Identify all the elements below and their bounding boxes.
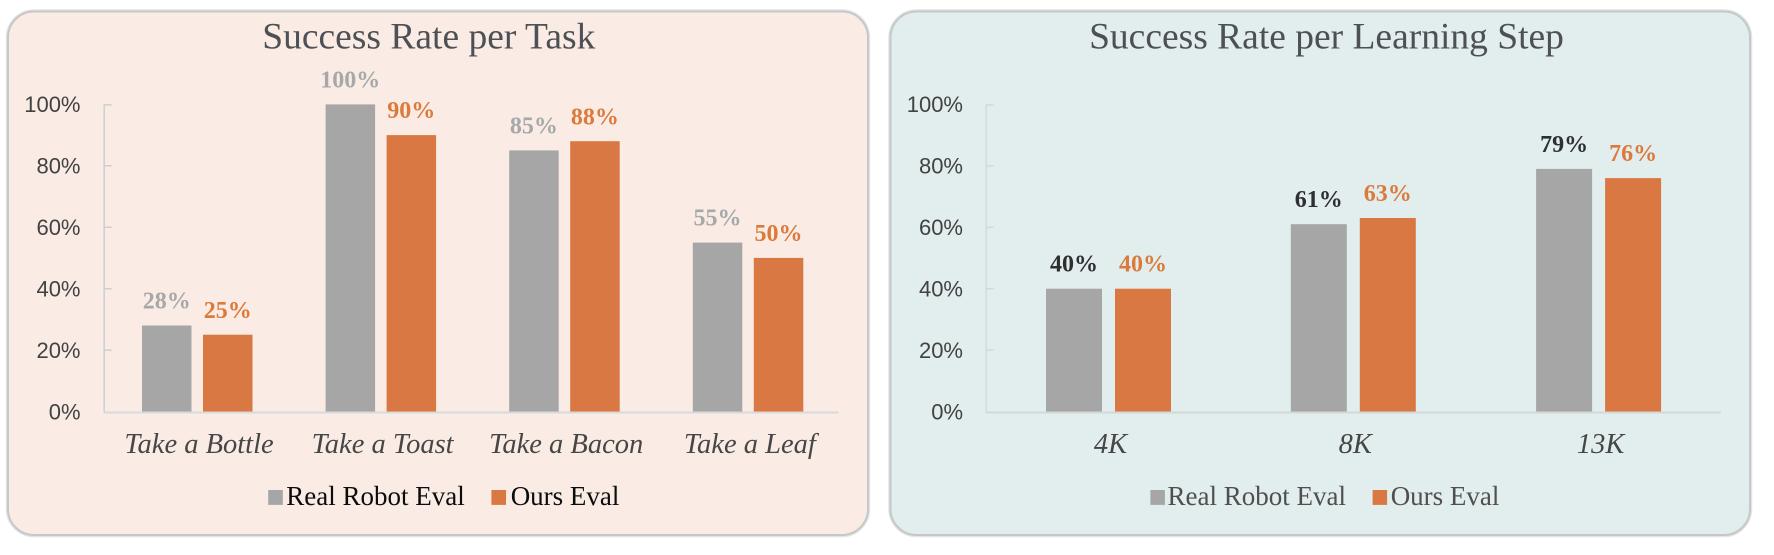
svg-text:Ours Eval: Ours Eval — [511, 481, 620, 511]
svg-text:80%: 80% — [36, 154, 80, 179]
svg-text:80%: 80% — [919, 154, 963, 179]
svg-text:Real Robot Eval: Real Robot Eval — [286, 481, 464, 511]
svg-text:8K: 8K — [1339, 429, 1374, 460]
svg-text:28%: 28% — [143, 289, 191, 315]
svg-text:0%: 0% — [931, 399, 963, 424]
svg-text:100%: 100% — [907, 92, 963, 117]
svg-text:60%: 60% — [919, 215, 963, 240]
svg-text:55%: 55% — [694, 206, 742, 232]
svg-text:13K: 13K — [1577, 429, 1627, 460]
svg-text:Success Rate per Learning Step: Success Rate per Learning Step — [1089, 17, 1564, 58]
svg-text:90%: 90% — [387, 98, 435, 124]
svg-text:40%: 40% — [36, 277, 80, 302]
svg-text:Ours Eval: Ours Eval — [1391, 481, 1500, 511]
svg-text:Take a Bacon: Take a Bacon — [489, 429, 643, 460]
svg-text:60%: 60% — [36, 215, 80, 240]
svg-text:Take a Leaf: Take a Leaf — [684, 429, 820, 460]
svg-text:40%: 40% — [1050, 252, 1098, 278]
svg-text:20%: 20% — [919, 338, 963, 363]
svg-text:40%: 40% — [1119, 252, 1167, 278]
svg-text:0%: 0% — [49, 399, 81, 424]
svg-text:20%: 20% — [36, 338, 80, 363]
svg-text:63%: 63% — [1364, 181, 1412, 207]
svg-text:Real Robot Eval: Real Robot Eval — [1168, 481, 1346, 511]
svg-text:79%: 79% — [1540, 132, 1588, 158]
svg-text:61%: 61% — [1295, 187, 1343, 213]
svg-text:100%: 100% — [320, 67, 380, 93]
svg-text:88%: 88% — [571, 104, 619, 130]
svg-text:Success Rate per Task: Success Rate per Task — [262, 17, 595, 58]
svg-text:40%: 40% — [919, 277, 963, 302]
svg-text:4K: 4K — [1094, 429, 1129, 460]
svg-text:76%: 76% — [1609, 141, 1657, 167]
svg-text:Take a Bottle: Take a Bottle — [124, 429, 274, 460]
svg-text:50%: 50% — [755, 221, 803, 247]
svg-text:100%: 100% — [24, 92, 80, 117]
svg-text:Take a Toast: Take a Toast — [312, 429, 455, 460]
svg-text:85%: 85% — [510, 114, 558, 140]
svg-text:25%: 25% — [204, 298, 252, 324]
